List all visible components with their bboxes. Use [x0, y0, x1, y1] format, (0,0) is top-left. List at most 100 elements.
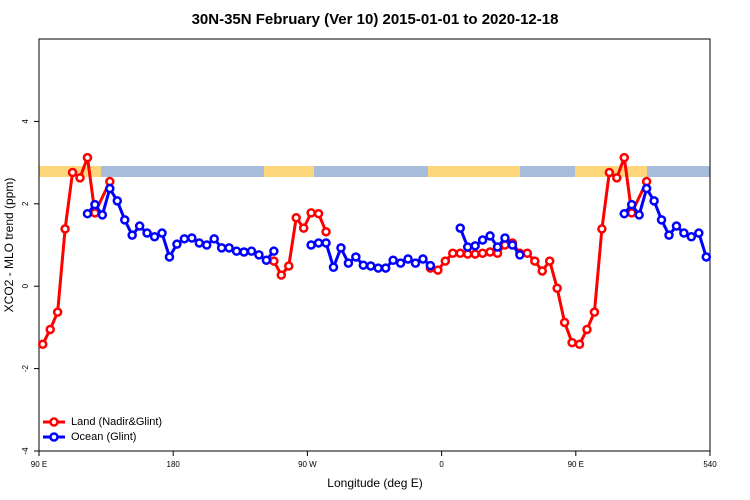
- point: [306, 240, 316, 250]
- point: [142, 228, 152, 238]
- point: [209, 234, 219, 244]
- point: [679, 228, 689, 238]
- point: [67, 167, 78, 178]
- x-tick-label: 0: [439, 460, 444, 469]
- legend-marker: [49, 417, 59, 427]
- point: [425, 260, 436, 271]
- y-tick-label: -4: [21, 447, 30, 455]
- point: [306, 208, 316, 218]
- point: [358, 260, 369, 270]
- chart-title: 30N-35N February (Ver 10) 2015-01-01 to …: [192, 11, 559, 28]
- x-tick-label: 540: [703, 460, 717, 469]
- point: [321, 227, 331, 237]
- point: [127, 230, 137, 240]
- point: [37, 339, 48, 350]
- point: [239, 247, 249, 257]
- point: [559, 317, 570, 328]
- point: [321, 238, 331, 248]
- legend-marker: [49, 432, 59, 442]
- point: [604, 167, 615, 178]
- point: [701, 252, 712, 262]
- y-tick-label: 0: [21, 283, 30, 288]
- point: [477, 248, 488, 258]
- point: [313, 238, 324, 248]
- point: [448, 248, 458, 258]
- point: [619, 152, 630, 163]
- point: [664, 230, 674, 240]
- point: [269, 256, 279, 266]
- legend-label: Ocean (Glint): [71, 431, 136, 443]
- point: [90, 199, 100, 210]
- y-axis-label: XCO2 - MLO trend (ppm): [2, 178, 16, 313]
- point: [112, 196, 123, 206]
- point: [82, 152, 93, 163]
- point: [544, 256, 555, 266]
- point: [641, 183, 652, 194]
- x-tick-label: 180: [167, 460, 181, 469]
- point: [52, 307, 63, 317]
- point: [455, 223, 465, 233]
- point: [455, 248, 465, 258]
- point: [612, 173, 622, 183]
- point: [433, 265, 443, 275]
- point: [231, 246, 242, 256]
- point: [410, 258, 421, 268]
- point: [515, 250, 525, 260]
- point: [119, 215, 130, 225]
- point: [530, 256, 540, 266]
- point: [328, 262, 339, 272]
- point: [470, 249, 480, 259]
- point: [440, 256, 451, 266]
- point: [485, 231, 495, 241]
- point: [597, 224, 607, 234]
- point: [626, 199, 637, 210]
- point: [567, 337, 577, 348]
- plot-frame: [38, 38, 711, 452]
- point: [694, 228, 704, 238]
- point: [388, 255, 398, 265]
- point: [574, 339, 585, 350]
- point: [395, 258, 406, 268]
- point: [477, 235, 488, 245]
- point: [671, 221, 682, 231]
- point: [298, 223, 309, 233]
- point: [269, 246, 279, 256]
- point: [418, 254, 428, 264]
- y-tick-label: -2: [21, 364, 30, 372]
- x-tick-label: 90 E: [568, 460, 584, 469]
- point: [552, 283, 562, 294]
- point: [589, 307, 600, 317]
- point: [291, 213, 301, 223]
- point: [75, 173, 85, 183]
- point: [216, 243, 227, 253]
- point: [45, 324, 55, 335]
- point: [582, 324, 592, 335]
- point: [649, 196, 659, 206]
- point: [373, 263, 383, 273]
- point: [522, 248, 533, 258]
- point: [485, 247, 495, 257]
- point: [313, 208, 324, 219]
- point: [254, 250, 264, 260]
- point: [500, 233, 510, 243]
- series-line: [41, 156, 648, 346]
- point: [60, 224, 70, 234]
- point: [284, 261, 294, 271]
- point: [276, 270, 287, 280]
- point: [492, 242, 503, 252]
- point: [351, 252, 361, 262]
- point: [619, 208, 630, 219]
- point: [343, 258, 354, 268]
- point: [656, 215, 667, 225]
- point: [537, 266, 547, 276]
- point: [462, 242, 473, 252]
- point: [149, 232, 160, 242]
- point: [134, 221, 145, 231]
- point: [194, 238, 205, 248]
- point: [366, 261, 376, 271]
- point: [686, 232, 697, 242]
- series-line: [86, 187, 708, 270]
- y-tick-label: 4: [21, 119, 30, 124]
- x-tick-label: 90 W: [298, 460, 317, 469]
